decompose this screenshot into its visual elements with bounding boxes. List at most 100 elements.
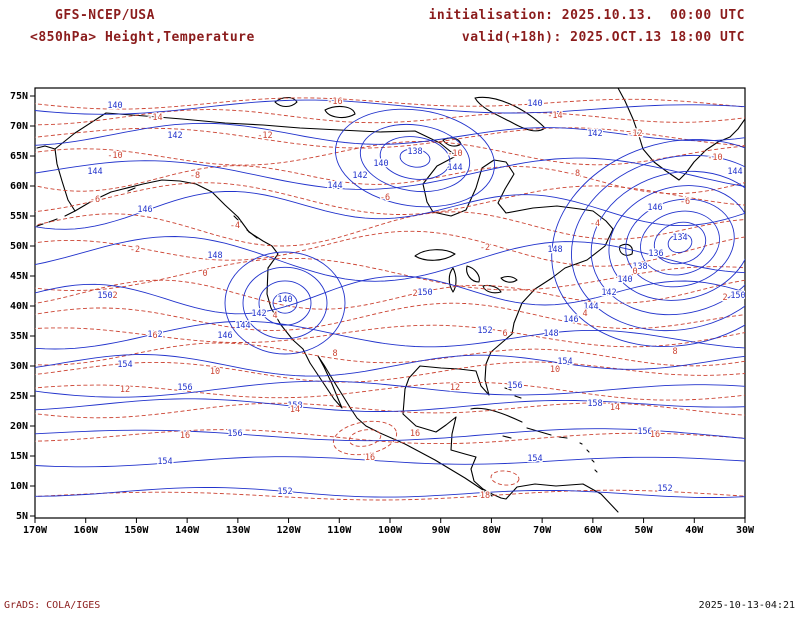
lon-tick-label: 30W xyxy=(736,525,755,536)
height-contour-label: 144 xyxy=(87,167,102,177)
temperature-contour-label: 0 xyxy=(632,267,637,277)
coastline-segment xyxy=(586,449,590,453)
temperature-contour-label: 0 xyxy=(202,269,207,279)
temperature-contour xyxy=(35,381,745,401)
height-contour-ring xyxy=(359,123,471,193)
lon-tick-label: 50W xyxy=(635,525,654,536)
lon-tick-label: 60W xyxy=(584,525,603,536)
height-contour-label: 158 xyxy=(587,399,602,409)
lon-tick-label: 120W xyxy=(277,525,302,536)
lon-tick-label: 110W xyxy=(327,525,352,536)
height-contour-label: 144 xyxy=(727,167,742,177)
lat-tick-label: 40N xyxy=(10,301,28,312)
coastline-segment xyxy=(619,243,633,256)
coastline-segment xyxy=(591,459,595,463)
height-contour-ring xyxy=(625,198,735,288)
lon-tick-label: 150W xyxy=(124,525,149,536)
coastline-segment xyxy=(324,105,356,119)
coastline-segment xyxy=(526,427,552,436)
height-contour-label: 148 xyxy=(207,251,222,261)
height-contour xyxy=(35,190,745,230)
temperature-contour-label: 8 xyxy=(672,347,677,357)
temperature-contour-label: -6 xyxy=(680,197,690,207)
temperature-contour-label: -12 xyxy=(257,131,272,141)
temperature-contour xyxy=(35,302,745,331)
height-contour-ring xyxy=(667,232,693,254)
temperature-contour-label: -2 xyxy=(130,245,140,255)
height-contour-label: 144 xyxy=(447,163,462,173)
height-contour-label: 152 xyxy=(277,487,292,497)
height-contour-label: 152 xyxy=(657,484,672,494)
temperature-contour-label: 8 xyxy=(332,349,337,359)
height-contour-label: 142 xyxy=(251,309,266,319)
height-contour xyxy=(35,236,745,282)
valid-time: valid(+18h): 2025.OCT.13 18:00 UTC xyxy=(461,30,745,45)
height-contour-label: 142 xyxy=(352,171,367,181)
height-contour-label: 138 xyxy=(632,262,647,272)
coastline-segment xyxy=(470,407,523,423)
lat-tick-label: 10N xyxy=(10,481,28,492)
lon-tick-label: 40W xyxy=(685,525,704,536)
temperature-contour xyxy=(35,429,745,445)
lat-tick-label: 70N xyxy=(10,121,28,132)
height-contour-label: 156 xyxy=(227,429,242,439)
temperature-contour xyxy=(35,97,745,110)
coastline-segment xyxy=(54,112,619,513)
height-contour-label: 158 xyxy=(287,401,302,411)
height-contour-ring xyxy=(551,138,745,348)
temperature-contour-label: 6 xyxy=(152,331,157,341)
coastline-segment xyxy=(414,249,456,261)
axis-labels: 75N70N65N60N55N50N45N40N35N30N25N20N15N1… xyxy=(10,91,755,536)
lat-tick-label: 25N xyxy=(10,391,28,402)
temperature-contour-label: -6 xyxy=(380,193,390,203)
lat-tick-label: 45N xyxy=(10,271,28,282)
lat-tick-label: 15N xyxy=(10,451,28,462)
height-contour-ring xyxy=(640,210,720,276)
temperature-contour-label: 10 xyxy=(550,365,560,375)
coastline-segment xyxy=(64,210,76,217)
coastline-segment xyxy=(514,395,522,399)
height-contour xyxy=(35,157,745,190)
lon-tick-label: 90W xyxy=(432,525,451,536)
height-contour-label: 138 xyxy=(407,147,422,157)
coastlines xyxy=(36,88,745,513)
temperature-contour-label: -16 xyxy=(327,97,342,107)
temperature-contour-label: 16 xyxy=(410,429,420,439)
lat-tick-label: 20N xyxy=(10,421,28,432)
height-contour-ring xyxy=(590,170,745,316)
coastline-segment xyxy=(36,145,56,150)
coastline-segment xyxy=(246,229,258,239)
coastline-segment xyxy=(448,267,457,293)
height-contour xyxy=(35,320,745,350)
coastline-segment xyxy=(36,223,44,227)
temperature-contour-label: 12 xyxy=(120,385,130,395)
coastline-segment xyxy=(502,435,512,439)
lat-tick-label: 55N xyxy=(10,211,28,222)
coastline-segment xyxy=(274,96,298,108)
generation-timestamp: 2025-10-13-04:21 xyxy=(698,600,795,611)
coastline-segment xyxy=(233,215,241,223)
temperature-contour-ring xyxy=(490,470,520,486)
height-contour-label: 156 xyxy=(507,381,522,391)
height-contour-label: 146 xyxy=(563,315,578,325)
temperature-contour-label: 16 xyxy=(365,453,375,463)
height-contour-label: 154 xyxy=(117,360,132,370)
temperature-contour xyxy=(35,342,745,367)
height-contour-label: 146 xyxy=(217,331,232,341)
height-contour-label: 142 xyxy=(167,131,182,141)
temperature-contour-label: 2 xyxy=(112,291,117,301)
height-contour xyxy=(35,487,745,498)
temperature-contour-label: -8 xyxy=(190,171,200,181)
coastline-segment xyxy=(579,442,583,445)
axis-ticks xyxy=(30,95,746,523)
height-contour-label: 150 xyxy=(97,291,112,301)
height-contour-label: 142 xyxy=(601,288,616,298)
coastline-segment xyxy=(54,148,493,497)
height-contour-ring xyxy=(224,251,346,355)
lat-tick-label: 5N xyxy=(16,511,28,522)
coastline-segment xyxy=(500,275,518,283)
height-contour-ring xyxy=(335,108,495,208)
temperature-contour-label: -10 xyxy=(447,149,462,159)
